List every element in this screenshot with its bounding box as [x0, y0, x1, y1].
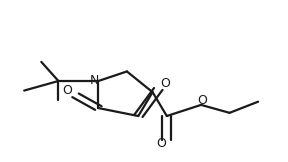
- Text: N: N: [89, 75, 99, 87]
- Text: O: O: [160, 77, 170, 90]
- Text: O: O: [62, 84, 72, 97]
- Text: O: O: [156, 137, 166, 150]
- Text: O: O: [198, 94, 207, 107]
